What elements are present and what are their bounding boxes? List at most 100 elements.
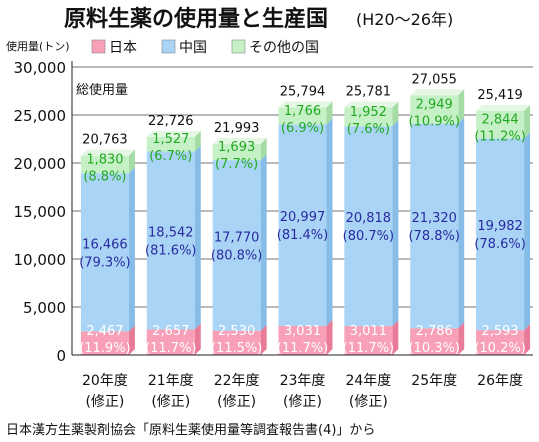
- data-label-china: 20,997: [280, 210, 326, 225]
- bar-segment: [278, 107, 327, 125]
- chart-subtitle: (H20〜26年): [356, 10, 453, 29]
- data-label-japan-pct: (11.5%): [211, 341, 262, 356]
- bar-side: [326, 101, 333, 125]
- legend-swatch: [231, 39, 246, 54]
- y-tick-label: 0: [56, 347, 66, 365]
- data-label-japan-pct: (10.3%): [408, 341, 459, 356]
- legend: 日本 中国 その他の国: [91, 39, 319, 56]
- bar-side: [260, 324, 267, 355]
- data-label-other-pct: (7.6%): [347, 122, 390, 137]
- total-value-label: 22,726: [148, 114, 194, 129]
- data-label-china-pct: (80.8%): [211, 248, 262, 263]
- data-label-china: 16,466: [82, 237, 128, 252]
- bar-top: [80, 149, 135, 156]
- chart-title: 原料生薬の使用量と生産国: [64, 6, 328, 32]
- data-label-other: 2,949: [416, 97, 453, 112]
- data-label-china: 21,320: [411, 211, 457, 226]
- data-label-other: 1,830: [86, 152, 123, 167]
- data-label-other: 1,527: [152, 132, 189, 147]
- data-label-other-pct: (10.9%): [408, 114, 459, 129]
- data-label-japan-pct: (11.7%): [343, 341, 394, 356]
- x-tick-sublabel: (修正): [217, 394, 256, 410]
- bar-side: [392, 120, 399, 327]
- x-tick-label: 20年度: [82, 373, 128, 389]
- data-label-china: 17,770: [214, 230, 260, 245]
- bar-segment: [146, 329, 195, 355]
- bar-top: [410, 89, 465, 96]
- bar-segment: [278, 124, 327, 326]
- y-tick-label: 15,000: [14, 203, 67, 221]
- bar-side: [458, 117, 465, 329]
- legend-label: その他の国: [249, 40, 319, 56]
- data-label-japan: 2,530: [218, 324, 255, 339]
- data-label-japan: 3,011: [350, 324, 387, 339]
- legend-swatch: [161, 39, 176, 54]
- bar-side: [128, 325, 135, 355]
- labels-layer: 2,467 (11.9%) 16,466 (79.3%) 1,830 (8.8%) 20,7…: [79, 72, 526, 356]
- data-label-china-pct: (80.7%): [343, 229, 394, 244]
- total-value-label: 25,781: [346, 85, 392, 100]
- bar-segment: [476, 330, 525, 355]
- data-label-china-pct: (78.6%): [474, 237, 525, 252]
- data-label-japan-pct: (11.7%): [277, 341, 328, 356]
- bar-side: [524, 104, 531, 139]
- data-label-china-pct: (81.6%): [145, 243, 196, 258]
- data-label-japan: 2,593: [481, 324, 518, 339]
- data-label-other-pct: (7.7%): [215, 157, 258, 172]
- bar-segment: [476, 138, 525, 331]
- data-label-japan: 3,031: [284, 324, 321, 339]
- data-label-japan-pct: (10.2%): [474, 341, 525, 356]
- bar-side: [260, 137, 267, 161]
- data-label-other: 1,766: [284, 104, 321, 119]
- x-tick-label: 26年度: [477, 373, 523, 389]
- bar-segment: [146, 136, 195, 152]
- y-axis-label: 使用量(トン): [6, 40, 70, 53]
- bar-side: [194, 323, 201, 355]
- bar-top: [344, 101, 399, 108]
- bar-segment: [80, 155, 129, 174]
- bar-side: [128, 149, 135, 174]
- legend-swatch: [91, 39, 106, 54]
- total-value-label: 21,993: [214, 121, 260, 136]
- bar-segment: [476, 110, 525, 139]
- x-tick-sublabel: (修正): [151, 394, 190, 410]
- data-label-japan-pct: (11.7%): [145, 341, 196, 356]
- bar-segment: [212, 160, 261, 331]
- total-label: 総使用量: [76, 82, 128, 98]
- x-tick-sublabel: (修正): [283, 394, 322, 410]
- total-value-label: 27,055: [411, 72, 457, 87]
- bars-layer: [80, 89, 531, 355]
- bar-side: [458, 322, 465, 355]
- data-label-other: 2,844: [481, 113, 518, 128]
- bar-segment: [410, 123, 459, 329]
- bar-side: [326, 118, 333, 326]
- bar-side: [524, 324, 531, 355]
- data-label-china: 19,982: [477, 219, 523, 234]
- bar-top: [212, 137, 267, 144]
- bar-top: [476, 104, 531, 111]
- x-tick-label: 22年度: [214, 373, 260, 389]
- y-tick-label: 10,000: [14, 251, 67, 269]
- bar-side: [458, 89, 465, 124]
- legend-label: 中国: [179, 40, 207, 56]
- bar-side: [392, 101, 399, 127]
- x-tick-label: 23年度: [280, 373, 326, 389]
- bar-segment: [410, 328, 459, 355]
- bar-side: [128, 167, 135, 332]
- data-label-japan-pct: (11.9%): [79, 341, 130, 356]
- axis-layer: 0 5,000 10,000 15,000 20,000 25,000 30,000 20年度…: [14, 59, 533, 410]
- total-value-label: 20,763: [82, 133, 128, 148]
- y-tick-label: 25,000: [14, 107, 67, 125]
- data-label-other-pct: (6.9%): [281, 121, 324, 136]
- y-tick-label: 20,000: [14, 155, 67, 173]
- bar-segment: [212, 143, 261, 161]
- bar-segment: [344, 107, 393, 127]
- data-label-other: 1,952: [350, 105, 387, 120]
- source-note: 日本漢方生薬製剤協会「原料生薬使用量等調査報告書(4)」から: [6, 422, 375, 438]
- data-label-china: 20,818: [346, 211, 392, 226]
- x-tick-sublabel: (修正): [85, 394, 124, 410]
- x-tick-sublabel: (修正): [349, 394, 388, 410]
- data-label-japan: 2,786: [416, 324, 453, 339]
- y-tick-label: 30,000: [14, 59, 67, 77]
- data-label-china-pct: (79.3%): [79, 255, 130, 270]
